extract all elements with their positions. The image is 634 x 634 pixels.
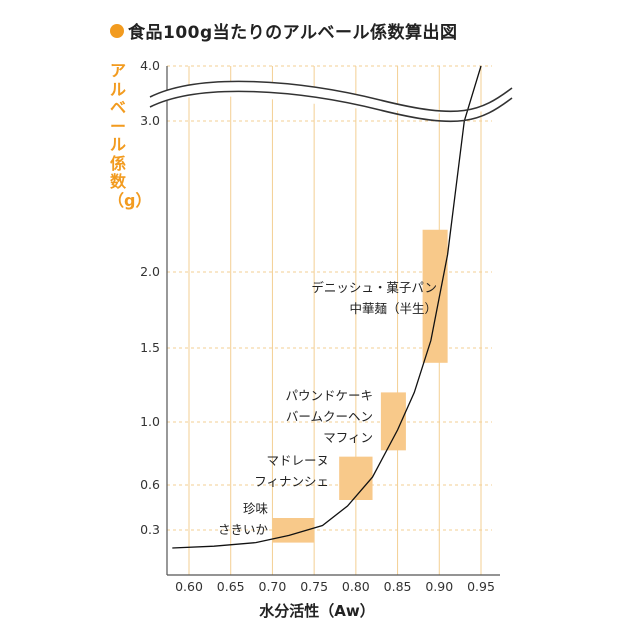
range-label: バームクーヘン	[286, 409, 373, 424]
chart-title-row: 食品100g当たりのアルベール係数算出図	[110, 18, 457, 43]
x-tick-label: 0.80	[342, 579, 370, 594]
y-tick-label: 3.0	[140, 113, 160, 128]
range-label: パウンドケーキ	[285, 388, 373, 403]
series-line	[172, 65, 482, 549]
range-label: マドレーヌ	[266, 453, 329, 468]
axis-break-wave-top	[149, 80, 513, 113]
x-tick-label: 0.60	[175, 579, 203, 594]
bullet-dot-icon	[110, 23, 124, 38]
range-label: 中華麺（半生）	[349, 301, 437, 316]
range-box	[339, 456, 373, 500]
range-box	[422, 229, 448, 363]
y-tick-label: 2.0	[140, 264, 160, 279]
y-tick-label: 4.0	[140, 58, 160, 73]
range-label: 珍味	[243, 501, 269, 516]
axis-break-wave-bottom	[149, 90, 513, 123]
range-label: マフィン	[323, 430, 373, 445]
x-tick-label: 0.90	[425, 579, 453, 594]
x-tick-label: 0.85	[384, 579, 412, 594]
x-tick-label: 0.70	[259, 579, 287, 594]
range-label: さきいか	[218, 522, 269, 537]
chart-title: 食品100g当たりのアルベール係数算出図	[128, 23, 458, 43]
range-label: デニッシュ・菓子パン	[311, 280, 437, 295]
range-box	[380, 392, 406, 451]
y-tick-label: 0.6	[140, 477, 160, 492]
y-tick-label: 0.3	[140, 522, 160, 537]
x-tick-label: 0.65	[217, 579, 245, 594]
axis-break-band	[150, 81, 512, 114]
range-label: フィナンシェ	[254, 474, 329, 489]
x-tick-label: 0.95	[467, 579, 495, 594]
y-tick-label: 1.0	[140, 414, 160, 429]
x-axis-label: 水分活性（Aw）	[259, 602, 375, 620]
y-tick-label: 1.5	[140, 340, 160, 355]
x-tick-label: 0.75	[300, 579, 328, 594]
